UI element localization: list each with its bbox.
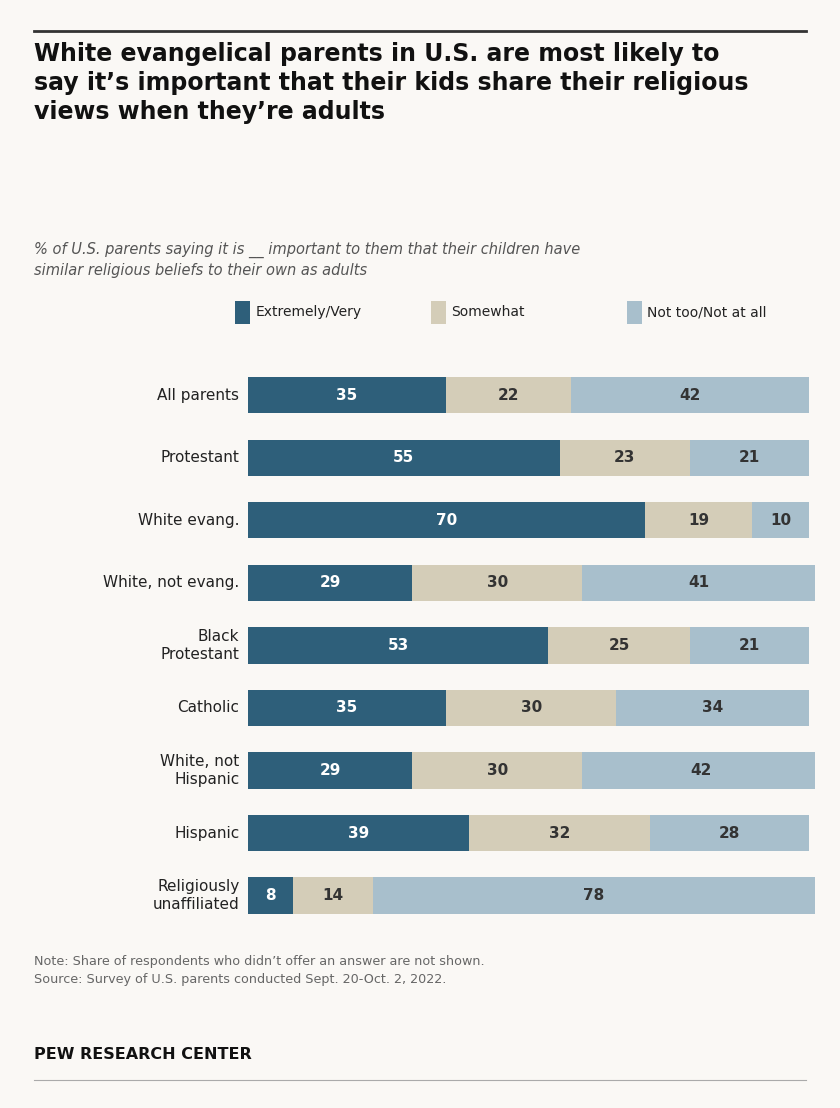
Text: White, not
Hispanic: White, not Hispanic: [160, 755, 239, 787]
Text: 32: 32: [549, 825, 570, 841]
Text: 30: 30: [486, 763, 508, 778]
Bar: [412, 752, 582, 789]
Bar: [248, 502, 645, 538]
Text: Extremely/Very: Extremely/Very: [255, 306, 361, 319]
Text: White evangelical parents in U.S. are most likely to
say it’s important that the: White evangelical parents in U.S. are mo…: [34, 42, 748, 124]
Bar: [753, 502, 809, 538]
Bar: [617, 690, 809, 726]
Bar: [248, 565, 412, 601]
Text: Somewhat: Somewhat: [451, 306, 524, 319]
Text: 78: 78: [583, 889, 604, 903]
Bar: [469, 814, 650, 851]
Bar: [690, 440, 809, 476]
Bar: [248, 752, 412, 789]
Bar: [650, 814, 809, 851]
Text: 35: 35: [336, 700, 358, 716]
Text: Not too/Not at all: Not too/Not at all: [647, 306, 766, 319]
Bar: [549, 627, 690, 664]
Text: 34: 34: [702, 700, 723, 716]
Text: % of U.S. parents saying it is __ important to them that their children have
sim: % of U.S. parents saying it is __ import…: [34, 242, 580, 278]
Text: 39: 39: [348, 825, 369, 841]
Text: 53: 53: [387, 638, 409, 653]
Text: 22: 22: [498, 388, 519, 402]
Text: Catholic: Catholic: [177, 700, 239, 716]
Text: 19: 19: [688, 513, 709, 527]
Bar: [373, 878, 815, 914]
Bar: [248, 878, 293, 914]
Bar: [645, 502, 753, 538]
Text: White evang.: White evang.: [138, 513, 239, 527]
Text: 25: 25: [608, 638, 630, 653]
Text: Religiously
unaffiliated: Religiously unaffiliated: [153, 880, 239, 912]
Bar: [248, 377, 446, 413]
Text: 29: 29: [319, 763, 341, 778]
Text: 55: 55: [393, 450, 414, 465]
Text: 10: 10: [770, 513, 791, 527]
Text: 42: 42: [680, 388, 701, 402]
Text: 8: 8: [265, 889, 276, 903]
Text: All parents: All parents: [157, 388, 239, 402]
Text: 30: 30: [521, 700, 542, 716]
Text: 28: 28: [719, 825, 740, 841]
Text: PEW RESEARCH CENTER: PEW RESEARCH CENTER: [34, 1047, 251, 1063]
Bar: [559, 440, 690, 476]
Text: 30: 30: [486, 575, 508, 591]
Text: 70: 70: [436, 513, 457, 527]
Text: Black
Protestant: Black Protestant: [160, 629, 239, 661]
Text: 35: 35: [336, 388, 358, 402]
Bar: [582, 565, 815, 601]
Text: Protestant: Protestant: [160, 450, 239, 465]
Bar: [446, 690, 617, 726]
Bar: [446, 377, 571, 413]
Bar: [690, 627, 809, 664]
Bar: [582, 752, 821, 789]
Bar: [248, 814, 469, 851]
Text: Note: Share of respondents who didn’t offer an answer are not shown.
Source: Sur: Note: Share of respondents who didn’t of…: [34, 955, 484, 986]
Text: 41: 41: [688, 575, 709, 591]
Text: 21: 21: [739, 450, 760, 465]
Text: 21: 21: [739, 638, 760, 653]
Text: 29: 29: [319, 575, 341, 591]
Bar: [412, 565, 582, 601]
Text: Hispanic: Hispanic: [174, 825, 239, 841]
Bar: [571, 377, 809, 413]
Text: 42: 42: [690, 763, 712, 778]
Text: White, not evang.: White, not evang.: [103, 575, 239, 591]
Text: 14: 14: [323, 889, 344, 903]
Bar: [248, 690, 446, 726]
Bar: [248, 440, 559, 476]
Text: 23: 23: [614, 450, 636, 465]
Bar: [248, 627, 549, 664]
Bar: [293, 878, 373, 914]
